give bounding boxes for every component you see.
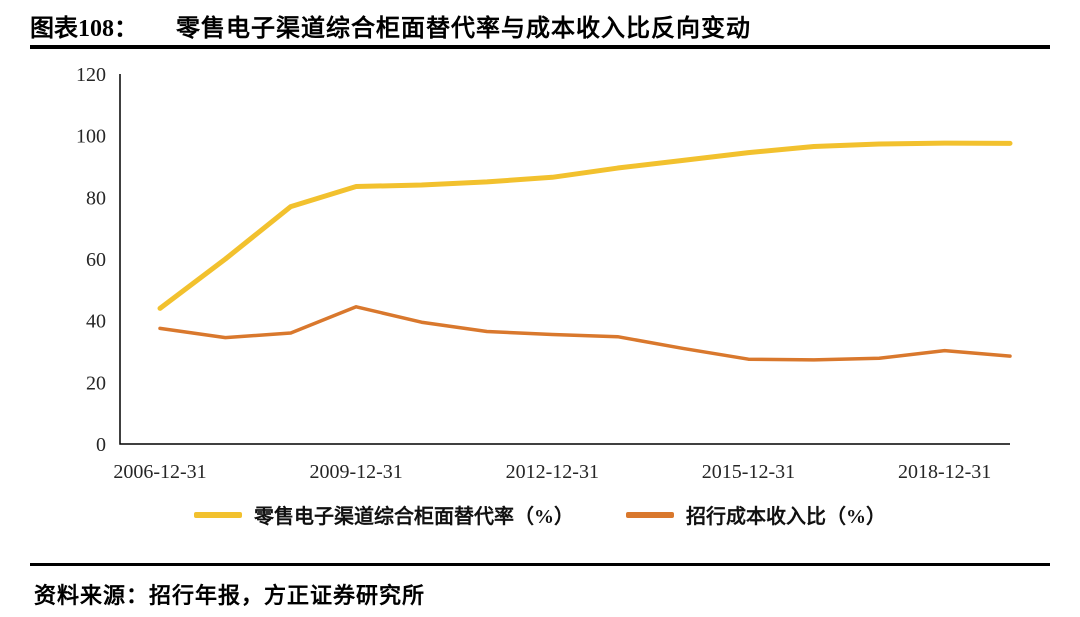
axes — [119, 74, 1010, 445]
legend-item-cost-income-ratio: 招行成本收入比（%） — [626, 500, 886, 529]
legend-swatch-substitution-rate — [194, 511, 242, 518]
source-text: 资料来源：招行年报，方正证券研究所 — [34, 583, 426, 608]
legend-label-substitution-rate: 零售电子渠道综合柜面替代率（%） — [254, 506, 574, 528]
x-tick-label: 2018-12-31 — [898, 461, 991, 483]
chart-header: 图表108： 零售电子渠道综合柜面替代率与成本收入比反向变动 — [30, 8, 1050, 43]
legend-item-substitution-rate: 零售电子渠道综合柜面替代率（%） — [194, 500, 574, 529]
footer-divider — [30, 563, 1050, 566]
x-tick-label: 2012-12-31 — [506, 461, 599, 483]
line-chart: 0 20 40 60 80 100 120 2006-12-31 2009-12-31 2012-… — [76, 64, 1013, 483]
substitution-rate-line — [157, 140, 1013, 311]
legend: 零售电子渠道综合柜面替代率（%） 招行成本收入比（%） — [0, 500, 1080, 529]
y-tick-label: 0 — [96, 434, 106, 456]
x-tick-label: 2015-12-31 — [702, 461, 795, 483]
cost-income-ratio-line — [158, 305, 1012, 362]
header-divider — [30, 45, 1050, 49]
legend-swatch-cost-income-ratio — [626, 511, 674, 518]
chart-title: 零售电子渠道综合柜面替代率与成本收入比反向变动 — [176, 16, 751, 42]
y-tick-label: 80 — [86, 187, 106, 209]
y-tick-label: 100 — [76, 126, 106, 148]
legend-label-cost-income-ratio: 招行成本收入比（%） — [686, 506, 886, 528]
y-tick-label: 60 — [86, 249, 106, 271]
figure-label: 图表108： — [30, 16, 138, 42]
x-tick-label: 2006-12-31 — [113, 461, 206, 483]
x-tick-label: 2009-12-31 — [309, 461, 402, 483]
y-tick-label: 120 — [76, 64, 106, 86]
y-tick-label: 40 — [86, 311, 106, 333]
y-tick-label: 20 — [86, 372, 106, 394]
